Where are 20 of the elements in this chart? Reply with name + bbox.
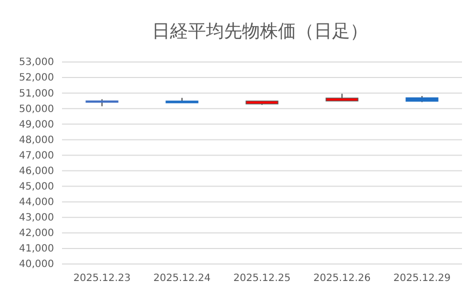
y-tick-label: 47,000 <box>19 150 54 162</box>
y-tick-label: 46,000 <box>19 166 54 177</box>
x-tick-label: 2025.12.26 <box>313 273 371 284</box>
y-tick-label: 40,000 <box>19 259 54 270</box>
y-tick-label: 50,000 <box>19 104 54 115</box>
y-tick-label: 43,000 <box>19 212 54 224</box>
y-tick-label: 44,000 <box>19 197 54 208</box>
x-tick-label: 2025.12.23 <box>73 273 131 284</box>
y-tick-label: 41,000 <box>19 244 54 255</box>
x-tick-label: 2025.12.24 <box>153 273 211 284</box>
chart-title: 日経平均先物株価（日足） <box>152 21 368 42</box>
y-tick-label: 45,000 <box>19 182 54 193</box>
y-tick-label: 52,000 <box>19 72 54 84</box>
y-tick-label: 42,000 <box>19 228 54 240</box>
y-tick-label: 51,000 <box>19 88 54 100</box>
y-tick-label: 48,000 <box>19 134 54 146</box>
y-tick-label: 49,000 <box>19 119 54 130</box>
x-tick-label: 2025.12.25 <box>233 273 291 284</box>
y-tick-label: 53,000 <box>19 57 54 68</box>
x-tick-label: 2025.12.29 <box>393 273 451 284</box>
